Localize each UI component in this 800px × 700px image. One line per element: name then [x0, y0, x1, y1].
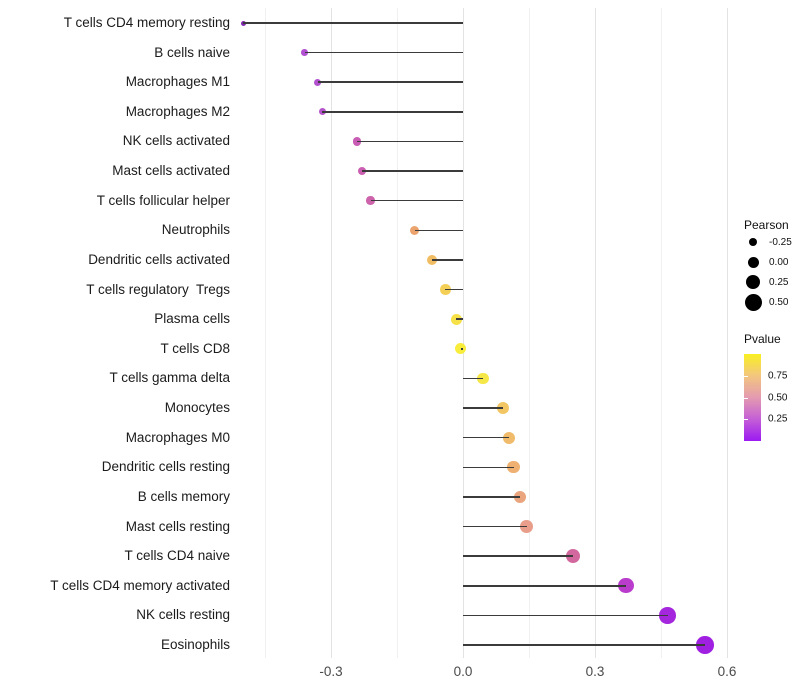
lollipop-stem — [463, 555, 573, 557]
lollipop-point — [409, 225, 420, 236]
lollipop-point — [353, 137, 362, 146]
legend-size-label: -0.25 — [769, 236, 792, 248]
x-axis-tick-label: 0.0 — [453, 664, 473, 679]
y-axis-category-label: T cells CD4 memory resting — [63, 15, 230, 30]
lollipop-stem — [357, 140, 463, 143]
gridline-minor — [661, 8, 662, 658]
pvalue-tick-mark — [744, 375, 748, 377]
y-axis-category-label: Dendritic cells activated — [88, 251, 230, 267]
plot-panel — [237, 8, 737, 658]
lollipop-stem — [370, 199, 463, 202]
gridline-major — [463, 8, 464, 658]
lollipop-stem — [463, 436, 510, 439]
lollipop-point — [566, 549, 580, 564]
legend-pearson-item: 0.00 — [744, 252, 792, 272]
legend-size-circle — [747, 256, 759, 268]
y-axis-category-label: T cells CD4 naive — [124, 548, 230, 564]
y-axis-category-label: B cells memory — [137, 488, 230, 504]
y-axis-category-label: Mast cells activated — [112, 163, 230, 179]
gridline-major — [595, 8, 596, 658]
gridline-major — [331, 8, 332, 658]
lollipop-stem — [463, 407, 503, 409]
lollipop-stem — [463, 496, 521, 498]
legend-pvalue: Pvalue 0.75 0.50 0.25 — [744, 332, 787, 441]
pvalue-tick-label: 0.75 — [768, 370, 788, 382]
y-axis-category-label: T cells gamma delta — [109, 370, 230, 386]
lollipop-stem — [463, 644, 705, 646]
y-axis-category-label: Plasma cells — [154, 311, 230, 327]
lollipop-stem — [456, 318, 463, 320]
y-axis-category-label: Macrophages M1 — [125, 74, 230, 90]
y-axis-category-label: T cells follicular helper — [96, 192, 230, 208]
pvalue-tick-label: 0.50 — [768, 392, 788, 403]
y-axis-category-label: T cells regulatory Tregs — [86, 281, 230, 297]
y-axis-category-label: Eosinophils — [160, 637, 230, 653]
lollipop-stem — [460, 348, 463, 350]
lollipop-stem — [463, 466, 514, 469]
pvalue-tick-mark — [744, 419, 748, 421]
legend-size-label: 0.50 — [769, 296, 789, 308]
legend-size-label: 0.25 — [769, 276, 789, 288]
pvalue-gradient-wrap: 0.75 0.50 0.25 — [744, 354, 787, 441]
lollipop-stem — [414, 229, 463, 232]
legend-size-circle-wrap — [744, 233, 762, 251]
lollipop-stem — [322, 111, 463, 113]
lollipop-point — [618, 578, 634, 594]
legend-pearson: Pearson -0.25 0.00 0.25 0.50 — [744, 218, 792, 312]
pvalue-tick-label: 0.25 — [768, 413, 788, 425]
y-axis-category-label: Macrophages M2 — [125, 103, 230, 119]
y-axis-category-label: B cells naive — [154, 44, 230, 60]
lollipop-stem — [463, 585, 626, 587]
legend-pearson-title: Pearson — [744, 218, 789, 232]
legend-size-circle-wrap — [744, 293, 762, 311]
lollipop-point — [314, 78, 322, 86]
y-axis-category-label: NK cells resting — [136, 607, 230, 623]
legend-size-circle-wrap — [744, 273, 762, 291]
legend-size-circle — [746, 275, 760, 289]
lollipop-stem — [463, 614, 668, 617]
x-axis-tick-label: -0.3 — [319, 664, 343, 679]
lollipop-stem — [361, 170, 463, 172]
y-axis-category-label: NK cells activated — [122, 133, 230, 149]
x-axis-tick-label: 0.6 — [717, 664, 737, 679]
legend-size-label: 0.00 — [769, 256, 789, 268]
gridline-minor — [397, 8, 398, 658]
lollipop-stem — [432, 259, 463, 261]
y-axis-category-label: Mast cells resting — [125, 518, 230, 534]
legend-size-circle-wrap — [744, 253, 762, 271]
pvalue-gradient-bar — [744, 354, 761, 441]
y-axis-category-label: Neutrophils — [161, 222, 230, 238]
lollipop-point — [440, 284, 451, 295]
y-axis-category-label: Dendritic cells resting — [101, 459, 230, 475]
gridline-minor — [265, 8, 266, 658]
legend-pearson-item: -0.25 — [744, 232, 792, 252]
legend-pvalue-title: Pvalue — [744, 332, 781, 346]
lollipop-point — [507, 461, 520, 474]
lollipop-stem — [317, 81, 463, 83]
pvalue-tick-mark — [744, 397, 748, 399]
lollipop-stem — [243, 22, 463, 24]
lollipop-stem — [445, 288, 463, 291]
gridline-minor — [529, 8, 530, 658]
lollipop-stem — [463, 525, 527, 528]
lollipop-stem — [304, 51, 463, 54]
y-axis-category-label: T cells CD4 memory activated — [50, 577, 230, 593]
legend-size-circle — [749, 238, 757, 246]
legend-pearson-item: 0.25 — [744, 272, 792, 292]
x-axis-tick-label: 0.3 — [585, 664, 605, 679]
gridline-major — [727, 8, 728, 658]
y-axis-category-label: Monocytes — [164, 400, 230, 416]
legend-pearson-item: 0.50 — [744, 292, 792, 312]
lollipop-stem — [463, 377, 483, 380]
y-axis-category-label: Macrophages M0 — [125, 429, 230, 445]
lollipop-point — [357, 166, 366, 176]
lollipop-point — [503, 431, 516, 444]
lollipop-point — [301, 49, 308, 56]
legend-size-circle — [744, 293, 762, 311]
y-axis-category-label: T cells CD8 — [160, 340, 230, 356]
